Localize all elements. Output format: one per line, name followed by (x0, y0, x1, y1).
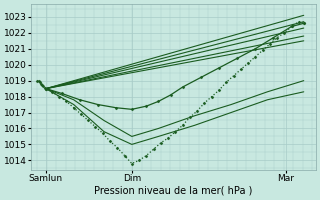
X-axis label: Pression niveau de la mer( hPa ): Pression niveau de la mer( hPa ) (94, 186, 253, 196)
